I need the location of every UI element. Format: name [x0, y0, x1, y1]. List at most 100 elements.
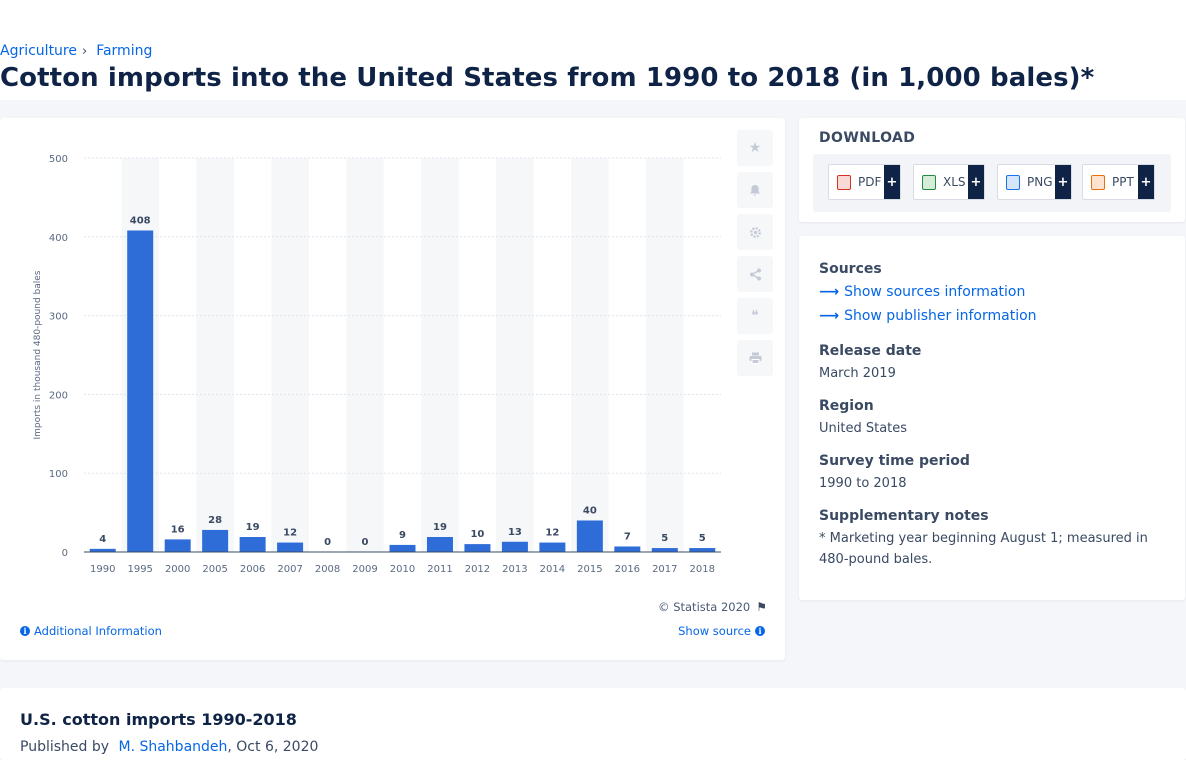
bar: [501, 541, 528, 552]
x-tick-label: 2016: [615, 564, 640, 575]
x-tick-label: 2008: [315, 564, 340, 575]
release-date-value: March 2019: [819, 366, 896, 381]
y-tick-label: 400: [49, 233, 68, 244]
data-label: 7: [624, 531, 631, 542]
page-title: Cotton imports into the United States fr…: [0, 63, 1095, 93]
credit-text: © Statista 2020: [658, 600, 751, 614]
bar: [202, 529, 229, 552]
show-sources-link[interactable]: ⟶ Show sources information: [819, 284, 1025, 300]
data-label: 408: [130, 215, 151, 226]
show-publisher-link[interactable]: ⟶ Show publisher information: [819, 308, 1037, 324]
y-axis-label: Imports in thousand 480-pound bales: [33, 270, 43, 439]
x-tick-label: 2012: [465, 564, 490, 575]
x-tick-label: 1995: [127, 564, 152, 575]
x-tick-label: 2005: [202, 564, 227, 575]
bell-icon[interactable]: [737, 172, 773, 208]
arrow-right-icon: ⟶: [819, 308, 840, 324]
breadcrumb-separator: ›: [82, 43, 88, 59]
data-label: 13: [508, 527, 522, 538]
data-label: 0: [362, 537, 369, 548]
download-ppt-button[interactable]: PPT +: [1082, 164, 1155, 200]
gear-icon[interactable]: [737, 214, 773, 250]
breadcrumb-farming[interactable]: Farming: [96, 43, 153, 59]
y-tick-label: 200: [49, 390, 68, 401]
data-label: 40: [583, 505, 597, 516]
info-icon: i: [755, 626, 765, 636]
bar: [576, 520, 603, 552]
column-band: [346, 158, 384, 552]
star-icon[interactable]: ★: [737, 130, 773, 166]
author-link[interactable]: M. Shahbandeh: [118, 739, 228, 755]
survey-period-value: 1990 to 2018: [819, 476, 907, 491]
data-label: 12: [283, 528, 297, 539]
data-label: 5: [661, 533, 668, 544]
download-title: DOWNLOAD: [819, 130, 916, 146]
statista-credit: © Statista 2020 ⚑: [658, 600, 767, 614]
data-label: 0: [324, 537, 331, 548]
page-header: [0, 36, 1186, 100]
bar: [389, 544, 416, 552]
data-label: 9: [399, 530, 406, 541]
bar: [539, 542, 566, 552]
download-buttons: PDF + XLS + PNG + PPT +: [813, 154, 1171, 212]
release-date-heading: Release date: [819, 343, 922, 359]
x-tick-label: 2000: [165, 564, 190, 575]
region-heading: Region: [819, 398, 874, 414]
bar: [689, 548, 716, 552]
info-icon: i: [20, 626, 30, 636]
statistic-info-card: Sources ⟶ Show sources information ⟶ Sho…: [799, 236, 1185, 600]
publication-byline: Published by M. Shahbandeh, Oct 6, 2020: [20, 739, 318, 755]
flag-icon[interactable]: ⚑: [756, 600, 767, 614]
arrow-right-icon: ⟶: [819, 284, 840, 300]
column-band: [496, 158, 534, 552]
additional-information-label: Additional Information: [34, 624, 162, 638]
supplementary-notes-heading: Supplementary notes: [819, 508, 989, 524]
download-png-label: PNG: [1027, 175, 1053, 189]
share-icon[interactable]: [737, 256, 773, 292]
breadcrumb: Agriculture › Farming: [0, 43, 152, 59]
breadcrumb-agriculture[interactable]: Agriculture: [0, 43, 77, 59]
bar: [239, 537, 266, 552]
survey-period-heading: Survey time period: [819, 453, 970, 469]
x-tick-label: 2015: [577, 564, 602, 575]
download-xls-button[interactable]: XLS +: [913, 164, 985, 200]
y-tick-label: 0: [62, 548, 68, 559]
bar: [651, 548, 678, 552]
x-tick-label: 1990: [90, 564, 115, 575]
plus-icon: +: [968, 165, 984, 199]
additional-information-link[interactable]: i Additional Information: [20, 624, 162, 638]
download-png-button[interactable]: PNG +: [997, 164, 1072, 200]
show-sources-label: Show sources information: [844, 284, 1026, 300]
bar: [426, 537, 453, 552]
bar: [464, 544, 491, 552]
publication-card: U.S. cotton imports 1990-2018 Published …: [0, 688, 1186, 760]
bar: [127, 230, 154, 552]
publication-title: U.S. cotton imports 1990-2018: [20, 710, 297, 729]
x-tick-label: 2014: [540, 564, 565, 575]
column-band: [196, 158, 234, 552]
quote-icon[interactable]: ❝: [737, 298, 773, 334]
y-tick-label: 500: [49, 154, 68, 165]
show-publisher-label: Show publisher information: [844, 308, 1037, 324]
published-by-prefix: Published by: [20, 739, 110, 755]
top-bar: [0, 0, 1186, 36]
chart-toolbar: ★ ❝: [737, 130, 773, 382]
show-source-link[interactable]: Show source i: [678, 624, 765, 638]
download-xls-label: XLS: [943, 175, 966, 189]
x-tick-label: 2006: [240, 564, 265, 575]
download-pdf-button[interactable]: PDF +: [828, 164, 901, 200]
x-tick-label: 2009: [352, 564, 377, 575]
print-icon[interactable]: [737, 340, 773, 376]
x-tick-label: 2013: [502, 564, 527, 575]
supplementary-notes-value: * Marketing year beginning August 1; mea…: [819, 531, 1148, 567]
bar: [277, 542, 304, 552]
download-card: DOWNLOAD PDF + XLS + PNG + PPT +: [799, 118, 1185, 222]
plus-icon: +: [884, 165, 900, 199]
publication-date: , Oct 6, 2020: [227, 739, 319, 755]
x-tick-label: 2017: [652, 564, 677, 575]
plus-icon: +: [1055, 165, 1071, 199]
bar: [164, 539, 191, 552]
x-tick-label: 2011: [427, 564, 452, 575]
region-value: United States: [819, 421, 908, 436]
